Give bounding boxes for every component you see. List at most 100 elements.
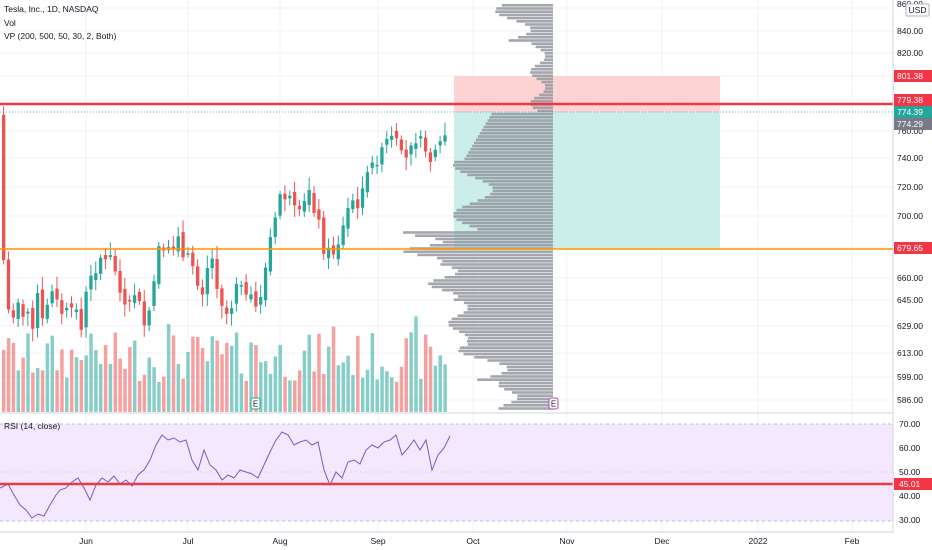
- rsi-tick-label: 70.00: [899, 419, 921, 429]
- volume-profile-row: [467, 308, 553, 311]
- future-earnings-marker: E: [548, 397, 559, 410]
- volume-bar: [191, 336, 195, 412]
- currency-badge: [905, 3, 930, 17]
- candle-body: [423, 137, 428, 152]
- volume-profile-row: [507, 368, 553, 372]
- candle-body: [40, 289, 45, 319]
- volume-profile-row: [516, 20, 553, 23]
- volume-profile-row: [466, 340, 553, 343]
- price-badge-label: 774.39: [897, 107, 923, 117]
- volume-profile-row: [477, 199, 553, 202]
- volume-bar: [263, 361, 268, 412]
- volume-bar: [419, 378, 423, 412]
- volume-profile-row: [469, 224, 553, 228]
- volume-profile-row: [475, 176, 553, 180]
- volume-profile-row: [524, 23, 553, 26]
- candle-body: [210, 258, 214, 269]
- volume-profile-row: [526, 32, 553, 36]
- time-tick-label: 2022: [749, 536, 768, 546]
- volume-bar: [157, 381, 161, 412]
- candle-body: [438, 141, 442, 146]
- candle-body: [128, 299, 132, 302]
- candle-body: [263, 267, 268, 301]
- volume-profile-row: [508, 39, 553, 42]
- volume-profile-row: [457, 314, 553, 317]
- candle-body: [147, 310, 151, 326]
- volume-bar: [302, 350, 307, 412]
- volume-bar: [331, 326, 336, 412]
- price-badge: [894, 106, 932, 118]
- rsi-pane[interactable]: [0, 412, 893, 522]
- price-axis-bg: [893, 0, 932, 550]
- candle-body: [45, 304, 49, 319]
- price-tick-label: 586.00: [897, 395, 923, 405]
- volume-bar: [210, 336, 215, 412]
- volume-bar: [404, 338, 409, 412]
- volume-bar: [307, 334, 312, 412]
- candle-body: [2, 114, 6, 261]
- candle-body: [118, 271, 122, 293]
- volume-profile-row: [456, 218, 553, 221]
- candle-body: [137, 291, 142, 302]
- price-badge: [894, 242, 932, 254]
- volume-bar: [259, 362, 263, 412]
- volume-profile-row: [532, 106, 553, 109]
- candle-body: [283, 193, 287, 200]
- time-axis[interactable]: Jun Jul Aug Sep Oct Nov Dec 2022 Feb: [0, 531, 893, 546]
- volume-profile-row: [458, 349, 553, 353]
- volume-profile-row: [467, 173, 553, 177]
- time-tick-label: Jun: [79, 536, 93, 546]
- candle-body: [419, 136, 423, 139]
- volume-bar: [79, 360, 84, 412]
- candlesticks[interactable]: [2, 106, 447, 342]
- candle-body: [229, 308, 234, 314]
- candle-body: [89, 275, 93, 290]
- legend-volume[interactable]: Vol: [4, 18, 16, 28]
- volume-profile-row: [492, 186, 553, 189]
- candle-body: [60, 300, 64, 314]
- volume-bar: [229, 345, 234, 412]
- volume-profile-row: [491, 112, 553, 116]
- volume-profile-row: [462, 221, 553, 225]
- volume-bar: [118, 358, 122, 412]
- volume-profile-row: [492, 189, 553, 193]
- volume-profile-row: [498, 407, 553, 410]
- candle-body: [6, 259, 11, 310]
- legend-symbol[interactable]: Tesla, Inc., 1D, NASDAQ: [4, 4, 99, 14]
- earnings-marker-label: E: [253, 400, 258, 409]
- legend-volume-profile[interactable]: VP (200, 500, 50, 30, 2, Both): [4, 31, 117, 41]
- volume-bar: [234, 332, 239, 412]
- volume-profile-row: [457, 295, 553, 298]
- volume-bar: [35, 367, 40, 412]
- volume-bar: [225, 342, 229, 412]
- candle-body: [244, 282, 248, 295]
- volume-profile-row: [501, 4, 553, 7]
- candle-body: [317, 209, 321, 220]
- candle-body: [297, 205, 302, 210]
- legend-rsi[interactable]: RSI (14, close): [4, 421, 61, 431]
- candle-body: [356, 199, 360, 209]
- volume-profile-row: [545, 84, 553, 87]
- volume-profile-row: [487, 359, 553, 362]
- volume-bar: [89, 333, 93, 412]
- volume-profile-row: [463, 301, 553, 305]
- volume-profile-row: [544, 58, 553, 61]
- earnings-marker-box: [250, 397, 261, 410]
- volume-bar: [351, 374, 355, 412]
- volume-profile-row: [453, 298, 553, 301]
- candle-body: [288, 195, 292, 199]
- price-badge-label: 774.29: [897, 119, 923, 129]
- volume-profile-row: [454, 272, 553, 276]
- volume-bar: [162, 376, 166, 412]
- volume-profile-row: [517, 397, 553, 401]
- price-axis[interactable]: 860.00840.00820.00760.00740.00720.00700.…: [892, 0, 932, 550]
- price-tick-label: 760.00: [897, 126, 923, 136]
- volume-profile-row: [511, 400, 553, 404]
- volume-profile-row: [442, 260, 553, 263]
- price-tick-label: 629.00: [897, 321, 923, 331]
- candle-body: [307, 190, 311, 205]
- horizontal-lines[interactable]: [0, 102, 893, 250]
- volume-bar: [113, 332, 118, 412]
